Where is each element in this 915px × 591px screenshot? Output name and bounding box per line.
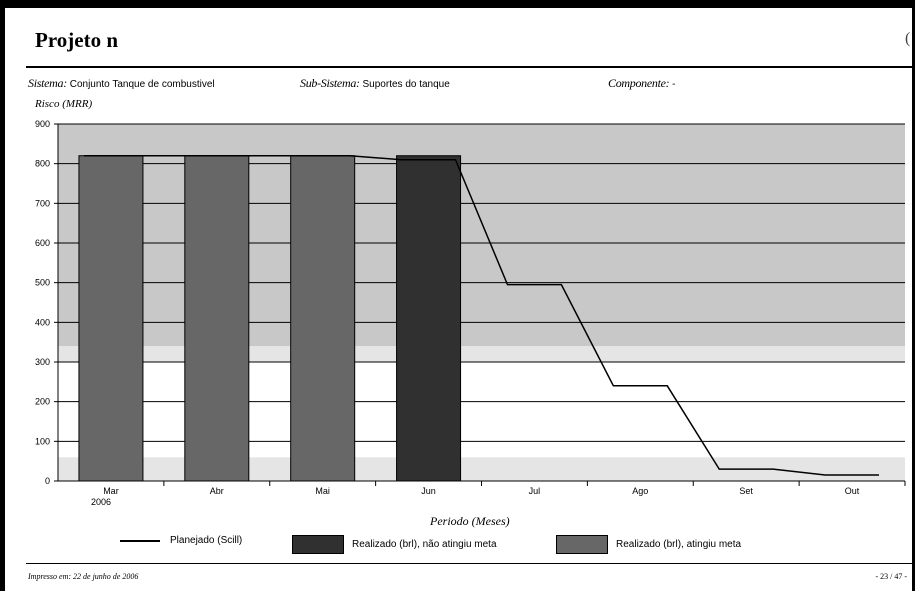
planned-line [84, 154, 879, 476]
title-right-mark: ( [905, 30, 911, 47]
legend-planned-line [120, 539, 160, 542]
y-tick-label-0: 0 [45, 476, 50, 486]
x-tick-label-ago: Ago [632, 486, 648, 496]
x-axis-title: Periodo (Meses) [430, 514, 510, 528]
subsistema-label: Sub-Sistema: [300, 76, 360, 90]
band-0 [58, 457, 905, 481]
top-border [0, 0, 915, 8]
print-date: Impresso em: 22 de junho de 2006 [28, 572, 139, 581]
legend-realized-not-met: Realizado (brl), não atingiu meta [292, 535, 497, 554]
legend-not-met-swatch [292, 535, 344, 554]
x-tick-label-jun: Jun [421, 486, 436, 496]
y-tick-label-800: 800 [35, 159, 50, 169]
x-tick-label-abr: Abr [210, 486, 224, 496]
subsistema-value: Suportes do tanque [362, 79, 450, 90]
y-tick-label-100: 100 [35, 436, 50, 446]
x-tick-label-mar: Mar [103, 486, 119, 496]
x-tick-label-jul: Jul [529, 486, 541, 496]
bar-mai [290, 155, 356, 482]
legend-planned-label: Planejado (Scill) [170, 535, 243, 546]
y-tick-label-700: 700 [35, 198, 50, 208]
y-axis-title: Risco (MRR) [35, 98, 93, 110]
x-tick-label-out: Out [845, 486, 860, 496]
bar-abr [184, 155, 250, 482]
sistema-value: Conjunto Tanque de combustivel [69, 79, 215, 90]
right-border [912, 0, 915, 591]
y-tick-label-200: 200 [35, 397, 50, 407]
header-rule [26, 66, 912, 68]
componente-label: Componente: [608, 76, 670, 90]
x-tick-label-mai: Mai [315, 486, 330, 496]
legend-planned: Planejado (Scill) [120, 535, 242, 546]
bar-mar [78, 155, 144, 482]
y-tick-label-900: 900 [35, 119, 50, 129]
legend-met-swatch [556, 535, 608, 554]
y-tick-label-300: 300 [35, 357, 50, 367]
sistema-info: Sistema: Conjunto Tanque de combustivel [28, 76, 215, 91]
page-number: - 23 / 47 - [875, 572, 907, 581]
x-tick-label-set: Set [739, 486, 753, 496]
legend-met-label: Realizado (brl), atingiu meta [616, 539, 742, 550]
subsistema-info: Sub-Sistema: Suportes do tanque [300, 76, 450, 91]
page-title: Projeto n [35, 28, 119, 52]
componente-info: Componente: - [608, 76, 675, 91]
legend-realized-met: Realizado (brl), atingiu meta [556, 535, 741, 554]
legend-not-met-label: Realizado (brl), não atingiu meta [352, 539, 497, 550]
y-tick-label-400: 400 [35, 317, 50, 327]
componente-value: - [672, 79, 676, 90]
bar-jun [396, 155, 462, 482]
sistema-label: Sistema: [28, 76, 67, 90]
x-year-label: 2006 [91, 497, 111, 507]
footer-rule [26, 563, 912, 564]
y-tick-label-600: 600 [35, 238, 50, 248]
band-2 [58, 346, 905, 362]
left-border [0, 0, 5, 591]
y-tick-label-500: 500 [35, 278, 50, 288]
